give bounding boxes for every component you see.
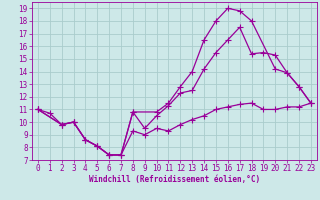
X-axis label: Windchill (Refroidissement éolien,°C): Windchill (Refroidissement éolien,°C) xyxy=(89,175,260,184)
